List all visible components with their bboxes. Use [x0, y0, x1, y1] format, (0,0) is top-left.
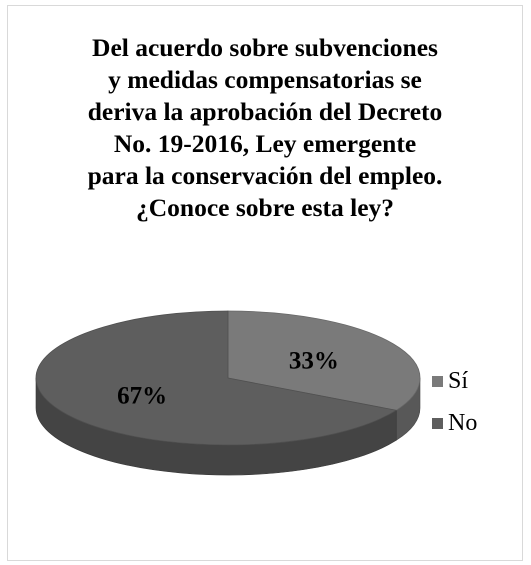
data-label-si: 33%	[289, 347, 339, 374]
legend-swatch-no	[432, 417, 443, 429]
chart-title: Del acuerdo sobre subvenciones y medidas…	[87, 33, 443, 222]
data-label-no: 67%	[117, 383, 167, 410]
legend-label-no: No	[448, 410, 478, 436]
pie-labels: 33% 67%	[117, 347, 339, 409]
pie-tops	[35, 310, 421, 446]
legend-swatch-si	[432, 375, 443, 387]
pie-slice-no	[35, 310, 398, 446]
pie-slice-si	[227, 310, 421, 411]
legend: Sí No	[432, 368, 522, 452]
legend-item-no: No	[432, 410, 522, 436]
legend-item-si: Sí	[432, 368, 522, 394]
legend-label-si: Sí	[448, 368, 469, 394]
